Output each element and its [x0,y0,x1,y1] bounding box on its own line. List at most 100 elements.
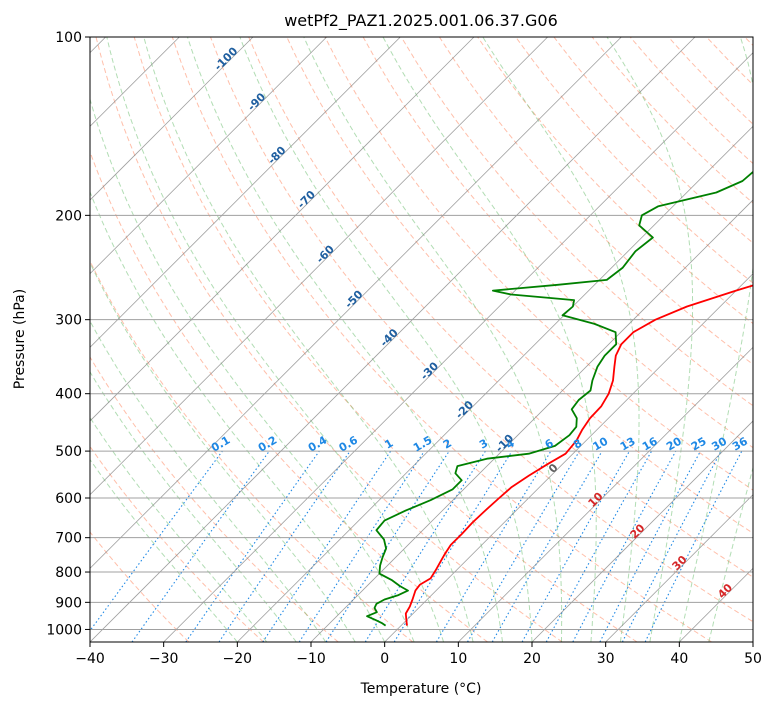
mixing-ratio-line [218,450,351,642]
isotherm [458,346,753,642]
adiabat-label: -30 [418,359,441,382]
adiabat-label: -20 [453,398,476,421]
isotherm [90,37,622,569]
isotherm [752,641,753,642]
dry-adiabat [591,37,753,204]
moist-adiabat [90,261,356,642]
dry-adiabat [706,37,753,86]
series-layer [366,170,753,627]
mixing-ratio-line [572,450,677,642]
adiabat-label: -100 [212,44,241,73]
isotherm [531,420,753,642]
adiabat-label: 30 [670,553,690,573]
isotherm [90,37,696,642]
isotherm [310,199,753,642]
moist-adiabat [239,37,533,642]
moist-adiabat [90,97,415,642]
x-axis-ticks: −40 −30 −20 −10 0 10 20 30 40 50 [75,642,762,667]
y-tick-label: 800 [55,565,82,581]
x-tick-label: 0 [380,651,389,667]
adiabat-label: -40 [378,326,401,349]
dry-adiabat [668,37,753,125]
moist-adiabat [90,320,327,642]
moist-adiabat [678,37,753,642]
y-tick-label: 700 [55,531,82,547]
isotherm [163,52,753,642]
y-axis-ticks: 1000 900 800 700 600 500 400 300 200 100 [46,30,90,638]
adiabat-label: -90 [245,90,268,113]
y-tick-label: 200 [55,208,82,224]
x-tick-label: 20 [523,651,541,667]
mixing-ratio-line [298,450,425,642]
inline-labels: 0.1 0.2 0.4 0.6 1 1.5 2 3 4 6 8 10 13 16 20 25 30 36-100-… [209,44,750,601]
grid-lines [90,37,753,642]
moist-adiabat [303,37,563,642]
isotherm [605,494,753,642]
chart-title: wetPf2_PAZ1.2025.001.06.37.G06 [284,11,558,31]
moist-adiabat [482,37,640,642]
mixing-ratio-line [325,450,450,642]
x-tick-label: 30 [597,651,615,667]
mixing-ratio-label: 2 [441,437,454,452]
moist-adiabat [90,458,238,642]
dry-adiabat [90,259,414,642]
dry-adiabat [133,37,638,642]
isotherm [679,567,753,642]
adiabat-label: -80 [265,144,288,167]
dry-adiabat [438,37,753,366]
x-tick-label: −10 [296,651,326,667]
mixing-ratio-line [131,450,270,642]
dry-adiabat [210,37,753,623]
moist-adiabat [382,37,597,642]
dry-adiabat [171,37,712,642]
mixing-ratio-line [545,450,653,642]
mixing-ratio-line [393,450,513,642]
x-tick-label: −40 [75,651,105,667]
dry-adiabat [90,356,339,642]
mixing-ratio-line [521,450,630,642]
isotherm [237,125,753,642]
temperature-line [404,284,753,626]
adiabat-label: -50 [342,288,365,311]
dry-adiabat [744,37,753,47]
x-axis-label: Temperature (°C) [360,681,482,697]
moist-adiabat [143,37,474,642]
dry-adiabat [515,37,753,284]
dry-adiabat [90,531,190,642]
y-tick-label: 300 [55,313,82,329]
moist-adiabat [187,37,503,642]
x-tick-label: −20 [223,651,253,667]
isotherm [90,37,401,348]
mixing-ratio-line [644,450,743,642]
moist-adiabat [106,37,445,642]
moist-adiabat [708,465,753,642]
mixing-ratio-line [185,450,320,642]
mixing-ratio-line [262,450,392,642]
dry-adiabat [90,150,488,642]
y-tick-label: 500 [55,444,82,460]
mixing-ratio-label: 1 [382,437,395,452]
isotherm [384,273,753,642]
isotherm [90,37,254,201]
isotherm [90,37,475,422]
y-tick-label: 400 [55,387,82,403]
dry-adiabat [95,37,563,642]
x-tick-label: 10 [449,651,467,667]
x-tick-label: 40 [670,651,688,667]
isotherm [90,37,327,275]
adiabat-label: -70 [295,188,318,211]
moist-adiabat [606,37,694,642]
mixing-ratio-line [599,450,701,642]
adiabat-label: -60 [314,242,337,265]
x-tick-label: 50 [744,651,762,667]
y-tick-label: 600 [55,491,82,507]
mixing-ratio-line [90,450,223,632]
dry-adiabat [324,37,753,491]
dry-adiabat [90,445,264,642]
moist-adiabat [90,190,386,642]
dewpoint-line [366,170,753,627]
x-tick-label: −30 [149,651,179,667]
dry-adiabat [362,37,753,449]
adiabat-label: 40 [715,581,735,601]
